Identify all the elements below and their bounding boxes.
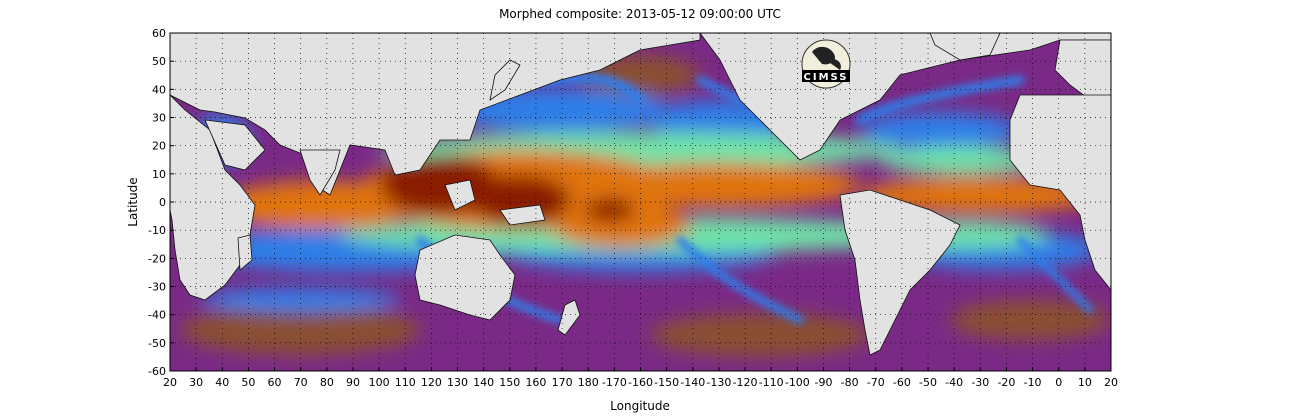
y-axis-label: Latitude [126,177,140,226]
x-tick-label: 100 [369,376,390,389]
x-tick-label: -40 [945,376,963,389]
x-tick-label: 70 [294,376,308,389]
y-tick-label: -40 [148,309,166,322]
cimss-logo-icon: CIMSS [801,39,851,89]
greenland-landmass [929,33,1001,61]
x-tick-label: 180 [578,376,599,389]
x-tick-label: 160 [525,376,546,389]
y-axis-ticks: 60 50 40 30 20 10 0 -10 -20 -30 -40 -50 -60 [148,27,174,378]
x-tick-label: -70 [867,376,885,389]
y-tick-label: 30 [152,112,166,125]
x-tick-label: 60 [268,376,282,389]
map-plot-area [170,33,1111,371]
x-tick-label: -20 [997,376,1015,389]
x-tick-label: -50 [919,376,937,389]
cimss-logo-text: CIMSS [804,72,849,83]
x-tick-label: -130 [706,376,731,389]
west-africa-landmass [1009,94,1111,291]
new-guinea-landmass [499,204,546,226]
y-tick-label: 40 [152,83,166,96]
x-tick-label: -120 [733,376,758,389]
new-zealand-landmass [557,299,581,336]
x-tick-label: -30 [971,376,989,389]
map-gridlines [170,33,1111,371]
x-tick-label: 120 [421,376,442,389]
map-title: Morphed composite: 2013-05-12 09:00:00 U… [499,7,781,21]
india-landmass [299,149,341,196]
x-tick-label: -140 [680,376,705,389]
x-tick-label: 20 [1104,376,1118,389]
x-tick-label: -110 [759,376,784,389]
x-tick-label: 150 [499,376,520,389]
y-tick-label: -60 [148,365,166,378]
arabia-landmass [204,119,266,171]
x-tick-label: 140 [473,376,494,389]
africa-landmass [170,94,256,301]
y-tick-label: 0 [159,196,166,209]
japan-landmass [489,59,521,101]
borneo-landmass [444,179,476,211]
x-tick-label: 90 [346,376,360,389]
y-tick-label: -20 [148,252,166,265]
x-tick-label: 10 [1078,376,1092,389]
y-tick-label: 20 [152,140,166,153]
x-tick-label: -90 [814,376,832,389]
x-tick-label: -60 [893,376,911,389]
x-tick-label: 50 [241,376,255,389]
x-tick-label: 80 [320,376,334,389]
x-tick-label: -10 [1024,376,1042,389]
x-tick-label: 0 [1055,376,1062,389]
x-axis-label: Longitude [610,399,670,413]
x-tick-label: 170 [552,376,573,389]
x-tick-label: 20 [163,376,177,389]
x-tick-label: 130 [447,376,468,389]
south-america-landmass [839,189,961,356]
x-tick-label: -80 [841,376,859,389]
y-tick-label: -50 [148,337,166,350]
y-tick-label: 60 [152,27,166,40]
x-tick-label: 30 [189,376,203,389]
y-tick-label: -10 [148,224,166,237]
x-tick-label: -160 [628,376,653,389]
y-tick-label: -30 [148,281,166,294]
x-tick-label: -150 [654,376,679,389]
x-tick-label: -170 [602,376,627,389]
y-tick-label: 10 [152,168,166,181]
y-tick-label: 50 [152,55,166,68]
australia-landmass [414,234,516,321]
eurasia-landmass [170,33,701,196]
x-axis-ticks: 20 30 40 50 60 70 80 90 100 110 120 130 140 150 160 170… [163,367,1118,389]
x-tick-label: -100 [785,376,810,389]
x-tick-label: 40 [215,376,229,389]
x-tick-label: 110 [395,376,416,389]
